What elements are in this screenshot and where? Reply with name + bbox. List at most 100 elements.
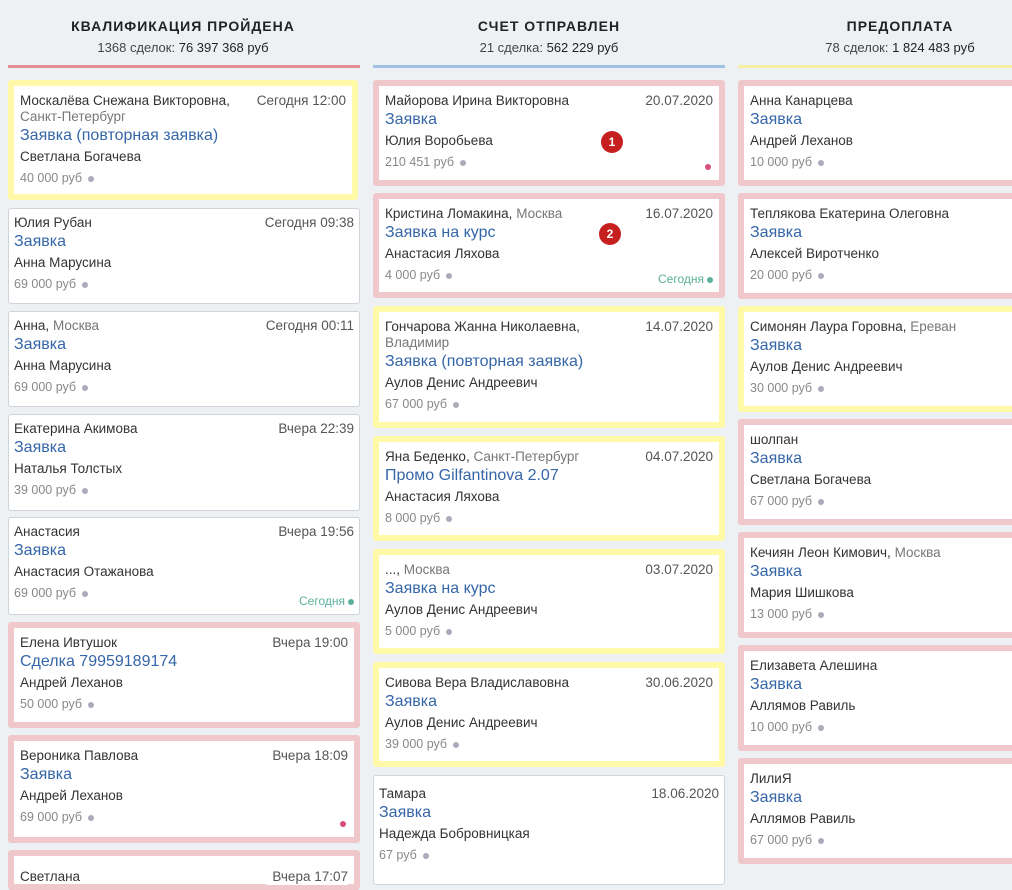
status-dot-icon xyxy=(460,159,467,166)
column-accent-line xyxy=(738,65,1012,68)
manager-name: Надежда Бобровницкая xyxy=(379,826,530,841)
manager-name: Анастасия Ляхова xyxy=(385,489,500,504)
deal-link[interactable]: Заявка xyxy=(14,233,66,250)
status-dot-icon xyxy=(818,385,825,392)
contact-name: Тамара xyxy=(379,786,426,801)
deal-count: 78 сделок: xyxy=(825,40,889,55)
manager-name: Аулов Денис Андреевич xyxy=(385,602,538,617)
contact-name: Екатерина Акимова xyxy=(14,421,138,436)
deal-link[interactable]: Заявка xyxy=(750,450,802,467)
deal-link[interactable]: Сделка 79959189174 xyxy=(20,653,178,670)
deal-link[interactable]: Заявка xyxy=(20,766,72,783)
deal-amount: 69 000 руб xyxy=(20,810,83,824)
contact-city: Москва xyxy=(894,545,941,560)
contact-name: Симонян Лаура Горовна, xyxy=(750,319,907,334)
deal-date: Вчера 18:09 xyxy=(266,747,348,764)
deal-card[interactable]: Кечиян Леон Кимович, Москва Заявка Мария… xyxy=(738,532,1012,638)
deal-amount: 30 000 руб xyxy=(750,381,813,395)
status-dot-icon xyxy=(82,281,89,288)
column-header-prepayment: ПРЕДОПЛАТА 78 сделок: 1 824 483 руб xyxy=(732,0,1012,62)
deal-card[interactable]: ..., Москва 03.07.2020 Заявка на курс Аул… xyxy=(373,549,725,654)
deal-link[interactable]: Заявка xyxy=(385,111,437,128)
deal-link[interactable]: Заявка (повторная заявка) xyxy=(20,127,219,144)
deal-amount: 67 000 руб xyxy=(750,833,813,847)
deal-card[interactable]: Юлия Рубан Сегодня 09:38 Заявка Анна Мару… xyxy=(8,208,360,304)
unread-dot-icon xyxy=(705,164,711,170)
deal-link[interactable]: Заявка xyxy=(750,789,802,806)
status-dot-icon xyxy=(88,701,95,708)
deal-amount: 67 руб xyxy=(379,848,417,862)
deal-card[interactable]: Гончарова Жанна Николаевна, 14.07.2020 Вл… xyxy=(373,306,725,428)
deal-amount: 13 000 руб xyxy=(750,607,813,621)
deal-card[interactable]: шолпан Заявка Светлана Богачева 67 000 р… xyxy=(738,419,1012,525)
deal-card[interactable]: Теплякова Екатерина Олеговна Заявка Алек… xyxy=(738,193,1012,299)
deal-link[interactable]: Заявка xyxy=(14,336,66,353)
deal-date: Вчера 19:00 xyxy=(266,634,348,651)
task-today[interactable]: Сегодня xyxy=(658,272,713,286)
deal-card[interactable]: Анна, Москва Сегодня 00:11 Заявка Анна Ма… xyxy=(8,311,360,407)
deal-card[interactable]: Анна Канарцева Заявка Андрей Леханов 10 … xyxy=(738,80,1012,186)
status-dot-icon xyxy=(818,159,825,166)
contact-name: Теплякова Екатерина Олеговна xyxy=(750,206,950,221)
deal-amount: 69 000 руб xyxy=(14,586,77,600)
deal-link[interactable]: Заявка xyxy=(750,337,802,354)
deal-amount: 210 451 руб xyxy=(385,155,455,169)
deal-card[interactable]: Симонян Лаура Горовна, Ереван Заявка Аул… xyxy=(738,306,1012,412)
deal-card[interactable]: Кристина Ломакина, Москва 16.07.2020 Заяв… xyxy=(373,193,725,298)
contact-name: Елена Ивтушок xyxy=(20,635,118,650)
manager-name: Юлия Воробьева xyxy=(385,133,493,148)
contact-city: Москва xyxy=(52,318,100,333)
contact-name: Кристина Ломакина, xyxy=(385,206,513,221)
contact-city: Москва xyxy=(403,562,450,577)
column-header-qualified: КВАЛИФИКАЦИЯ ПРОЙДЕНА 1368 сделок: 76 39… xyxy=(0,0,366,62)
deal-link[interactable]: Заявка на курс xyxy=(385,580,496,597)
deal-link[interactable]: Заявка на курс xyxy=(385,224,496,241)
deal-card[interactable]: Анастасия Вчера 19:56 Заявка Анастасия От… xyxy=(8,517,360,615)
deal-card[interactable]: Елена Ивтушок Вчера 19:00 Сделка 79959189… xyxy=(8,622,360,728)
deal-card[interactable]: Сивова Вера Владиславовна 30.06.2020 Заяв… xyxy=(373,662,725,767)
task-today[interactable]: Сегодня xyxy=(299,594,354,608)
status-dot-icon xyxy=(88,814,95,821)
deal-link[interactable]: Промо Gilfantinova 2.07 xyxy=(385,467,559,484)
column-header-invoice: СЧЕТ ОТПРАВЛЕН 21 сделка: 562 229 руб xyxy=(366,0,732,62)
deal-link[interactable]: Заявка xyxy=(385,693,437,710)
deal-amount: 67 000 руб xyxy=(385,397,448,411)
deal-link[interactable]: Заявка xyxy=(379,804,431,821)
contact-city: Москва xyxy=(516,206,563,221)
deal-card[interactable]: Майорова Ирина Викторовна 20.07.2020 Заяв… xyxy=(373,80,725,186)
deal-link[interactable]: Заявка xyxy=(750,563,802,580)
annotation-badge-1: 1 xyxy=(601,131,623,153)
deal-card[interactable]: Тамара 18.06.2020 Заявка Надежда Бобровни… xyxy=(373,775,725,885)
deal-card[interactable]: ЛилиЯ Заявка Аллямов Равиль 67 000 руб xyxy=(738,758,1012,864)
deal-card[interactable]: Екатерина Акимова Вчера 22:39 Заявка Ната… xyxy=(8,414,360,511)
deal-date: Сегодня 12:00 xyxy=(250,92,346,109)
status-dot-icon xyxy=(453,741,460,748)
deal-link[interactable]: Заявка xyxy=(750,676,802,693)
contact-name: Яна Беденко, xyxy=(385,449,470,464)
deal-link[interactable]: Заявка xyxy=(14,439,66,456)
deal-link[interactable]: Заявка xyxy=(750,224,802,241)
column-accent-line xyxy=(373,65,725,68)
deal-link[interactable]: Заявка xyxy=(750,111,802,128)
deal-date: 14.07.2020 xyxy=(639,318,713,335)
deal-card[interactable]: Вероника Павлова Вчера 18:09 Заявка Андре… xyxy=(8,735,360,843)
deal-amount: 50 000 руб xyxy=(20,697,83,711)
deal-card[interactable]: Яна Беденко, Санкт-Петербург 04.07.2020 П… xyxy=(373,436,725,541)
deal-card[interactable]: Елизавета Алешина Заявка Аллямов Равиль … xyxy=(738,645,1012,751)
deal-link[interactable]: Заявка (повторная заявка) xyxy=(385,353,584,370)
contact-name: Сивова Вера Владиславовна xyxy=(385,675,569,690)
contact-name: ЛилиЯ xyxy=(750,771,792,786)
deal-date: Вчера 19:56 xyxy=(272,523,354,540)
status-dot-icon xyxy=(446,515,453,522)
deal-card[interactable]: Светлана Вчера 17:07 xyxy=(8,850,360,890)
manager-name: Наталья Толстых xyxy=(14,461,123,476)
manager-name: Анна Марусина xyxy=(14,255,112,270)
deal-amount: 8 000 руб xyxy=(385,511,441,525)
task-today-label: Сегодня xyxy=(299,594,345,608)
deal-card[interactable]: Москалёва Снежана Викторовна, Сегодня 12:… xyxy=(8,80,358,200)
deal-link[interactable]: Заявка xyxy=(14,542,66,559)
deal-amount: 20 000 руб xyxy=(750,268,813,282)
deal-amount: 40 000 руб xyxy=(20,171,83,185)
deal-sum: 1 824 483 руб xyxy=(892,40,975,55)
contact-name: Гончарова Жанна Николаевна, xyxy=(385,319,580,334)
